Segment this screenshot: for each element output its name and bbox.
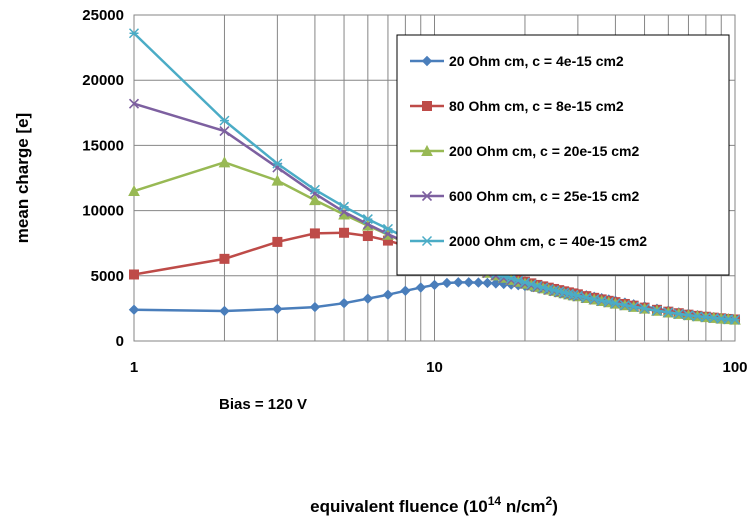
data-point (683, 310, 694, 321)
data-point (309, 228, 320, 239)
y-tick-label: 0 (116, 333, 124, 350)
data-point (463, 277, 474, 288)
data-point (362, 214, 373, 225)
legend-label: 2000 Ohm cm, c = 40e-15 cm2 (449, 233, 647, 249)
legend-marker (421, 144, 433, 156)
data-point (692, 311, 703, 322)
data-point (441, 277, 453, 289)
data-point (362, 231, 373, 242)
data-point (651, 305, 663, 316)
legend-marker (421, 190, 433, 202)
data-point (272, 236, 283, 247)
bias-annotation: Bias = 120 V (219, 396, 307, 413)
data-point (429, 279, 440, 291)
legend-marker (421, 55, 433, 67)
data-point (453, 277, 464, 288)
legend-item: 200 Ohm cm, c = 20e-15 cm2 (410, 143, 639, 159)
legend-item: 2000 Ohm cm, c = 40e-15 cm2 (410, 233, 647, 249)
data-point (729, 314, 741, 325)
data-point (362, 293, 374, 304)
data-point (309, 184, 320, 195)
data-point (526, 279, 537, 290)
data-point (339, 227, 350, 238)
y-tick-label: 10000 (82, 203, 124, 220)
data-point (338, 297, 350, 309)
data-point (219, 125, 230, 137)
x-tick-label: 1 (130, 359, 138, 376)
y-axis-title: mean charge [e] (13, 113, 32, 243)
x-axis-ticks: 1 10 100 (130, 359, 748, 376)
data-point (219, 305, 230, 317)
data-point (673, 308, 684, 319)
data-point (572, 290, 583, 301)
x-axis-title-part1: equivalent fluence (10 (310, 497, 488, 516)
legend-label: 20 Ohm cm, c = 4e-15 cm2 (449, 53, 624, 69)
data-point (663, 307, 674, 318)
legend-label: 600 Ohm cm, c = 25e-15 cm2 (449, 188, 639, 204)
data-point (339, 201, 350, 212)
data-point (271, 174, 284, 186)
legend-marker (421, 235, 433, 247)
data-point (628, 301, 639, 312)
x-tick-label: 10 (426, 359, 443, 376)
y-tick-label: 5000 (91, 268, 124, 285)
data-point (272, 303, 283, 315)
legend-label: 200 Ohm cm, c = 20e-15 cm2 (449, 143, 639, 159)
data-point (382, 289, 394, 300)
x-axis-title-end: ) (552, 497, 558, 516)
plot-area (133, 14, 736, 342)
data-point (532, 280, 543, 292)
data-point (129, 269, 139, 280)
x-axis-title-sup: 14 (488, 494, 502, 508)
y-tick-label: 20000 (82, 72, 124, 89)
data-point (309, 301, 321, 313)
data-point (128, 184, 140, 197)
data-point (700, 312, 711, 323)
legend-box (396, 34, 730, 276)
data-point (473, 277, 484, 288)
x-axis-title: equivalent fluence (1014 n/cm2) (310, 494, 558, 516)
data-point (610, 298, 621, 309)
legend-item: 20 Ohm cm, c = 4e-15 cm2 (410, 53, 624, 69)
data-point (639, 303, 650, 314)
legend-item: 80 Ohm cm, c = 8e-15 cm2 (410, 98, 624, 114)
legend-marker (422, 101, 432, 111)
data-point (482, 277, 493, 289)
y-tick-label: 25000 (82, 7, 124, 24)
y-axis-ticks: 0 5000 10000 15000 20000 25000 (82, 7, 124, 350)
data-point (415, 282, 426, 293)
x-tick-label: 100 (722, 359, 747, 376)
y-tick-label: 15000 (82, 137, 124, 154)
x-axis-title-unit: n/cm (501, 497, 545, 516)
data-point (619, 300, 630, 311)
data-point (513, 275, 524, 286)
data-point (400, 285, 411, 297)
data-point (219, 115, 230, 126)
data-point (382, 223, 393, 234)
data-point (128, 98, 140, 109)
legend: 20 Ohm cm, c = 4e-15 cm2 80 Ohm cm, c = 8… (396, 34, 730, 276)
legend-item: 600 Ohm cm, c = 25e-15 cm2 (410, 188, 639, 204)
data-point (272, 158, 283, 169)
data-point (128, 28, 140, 39)
data-point (519, 277, 530, 288)
data-point (218, 156, 231, 168)
data-point (581, 292, 592, 303)
data-point (128, 304, 140, 315)
x-axis-title-sup2: 2 (546, 494, 553, 508)
legend-label: 80 Ohm cm, c = 8e-15 cm2 (449, 98, 624, 114)
data-point (219, 253, 230, 264)
data-point (309, 194, 321, 206)
data-point (589, 294, 600, 305)
